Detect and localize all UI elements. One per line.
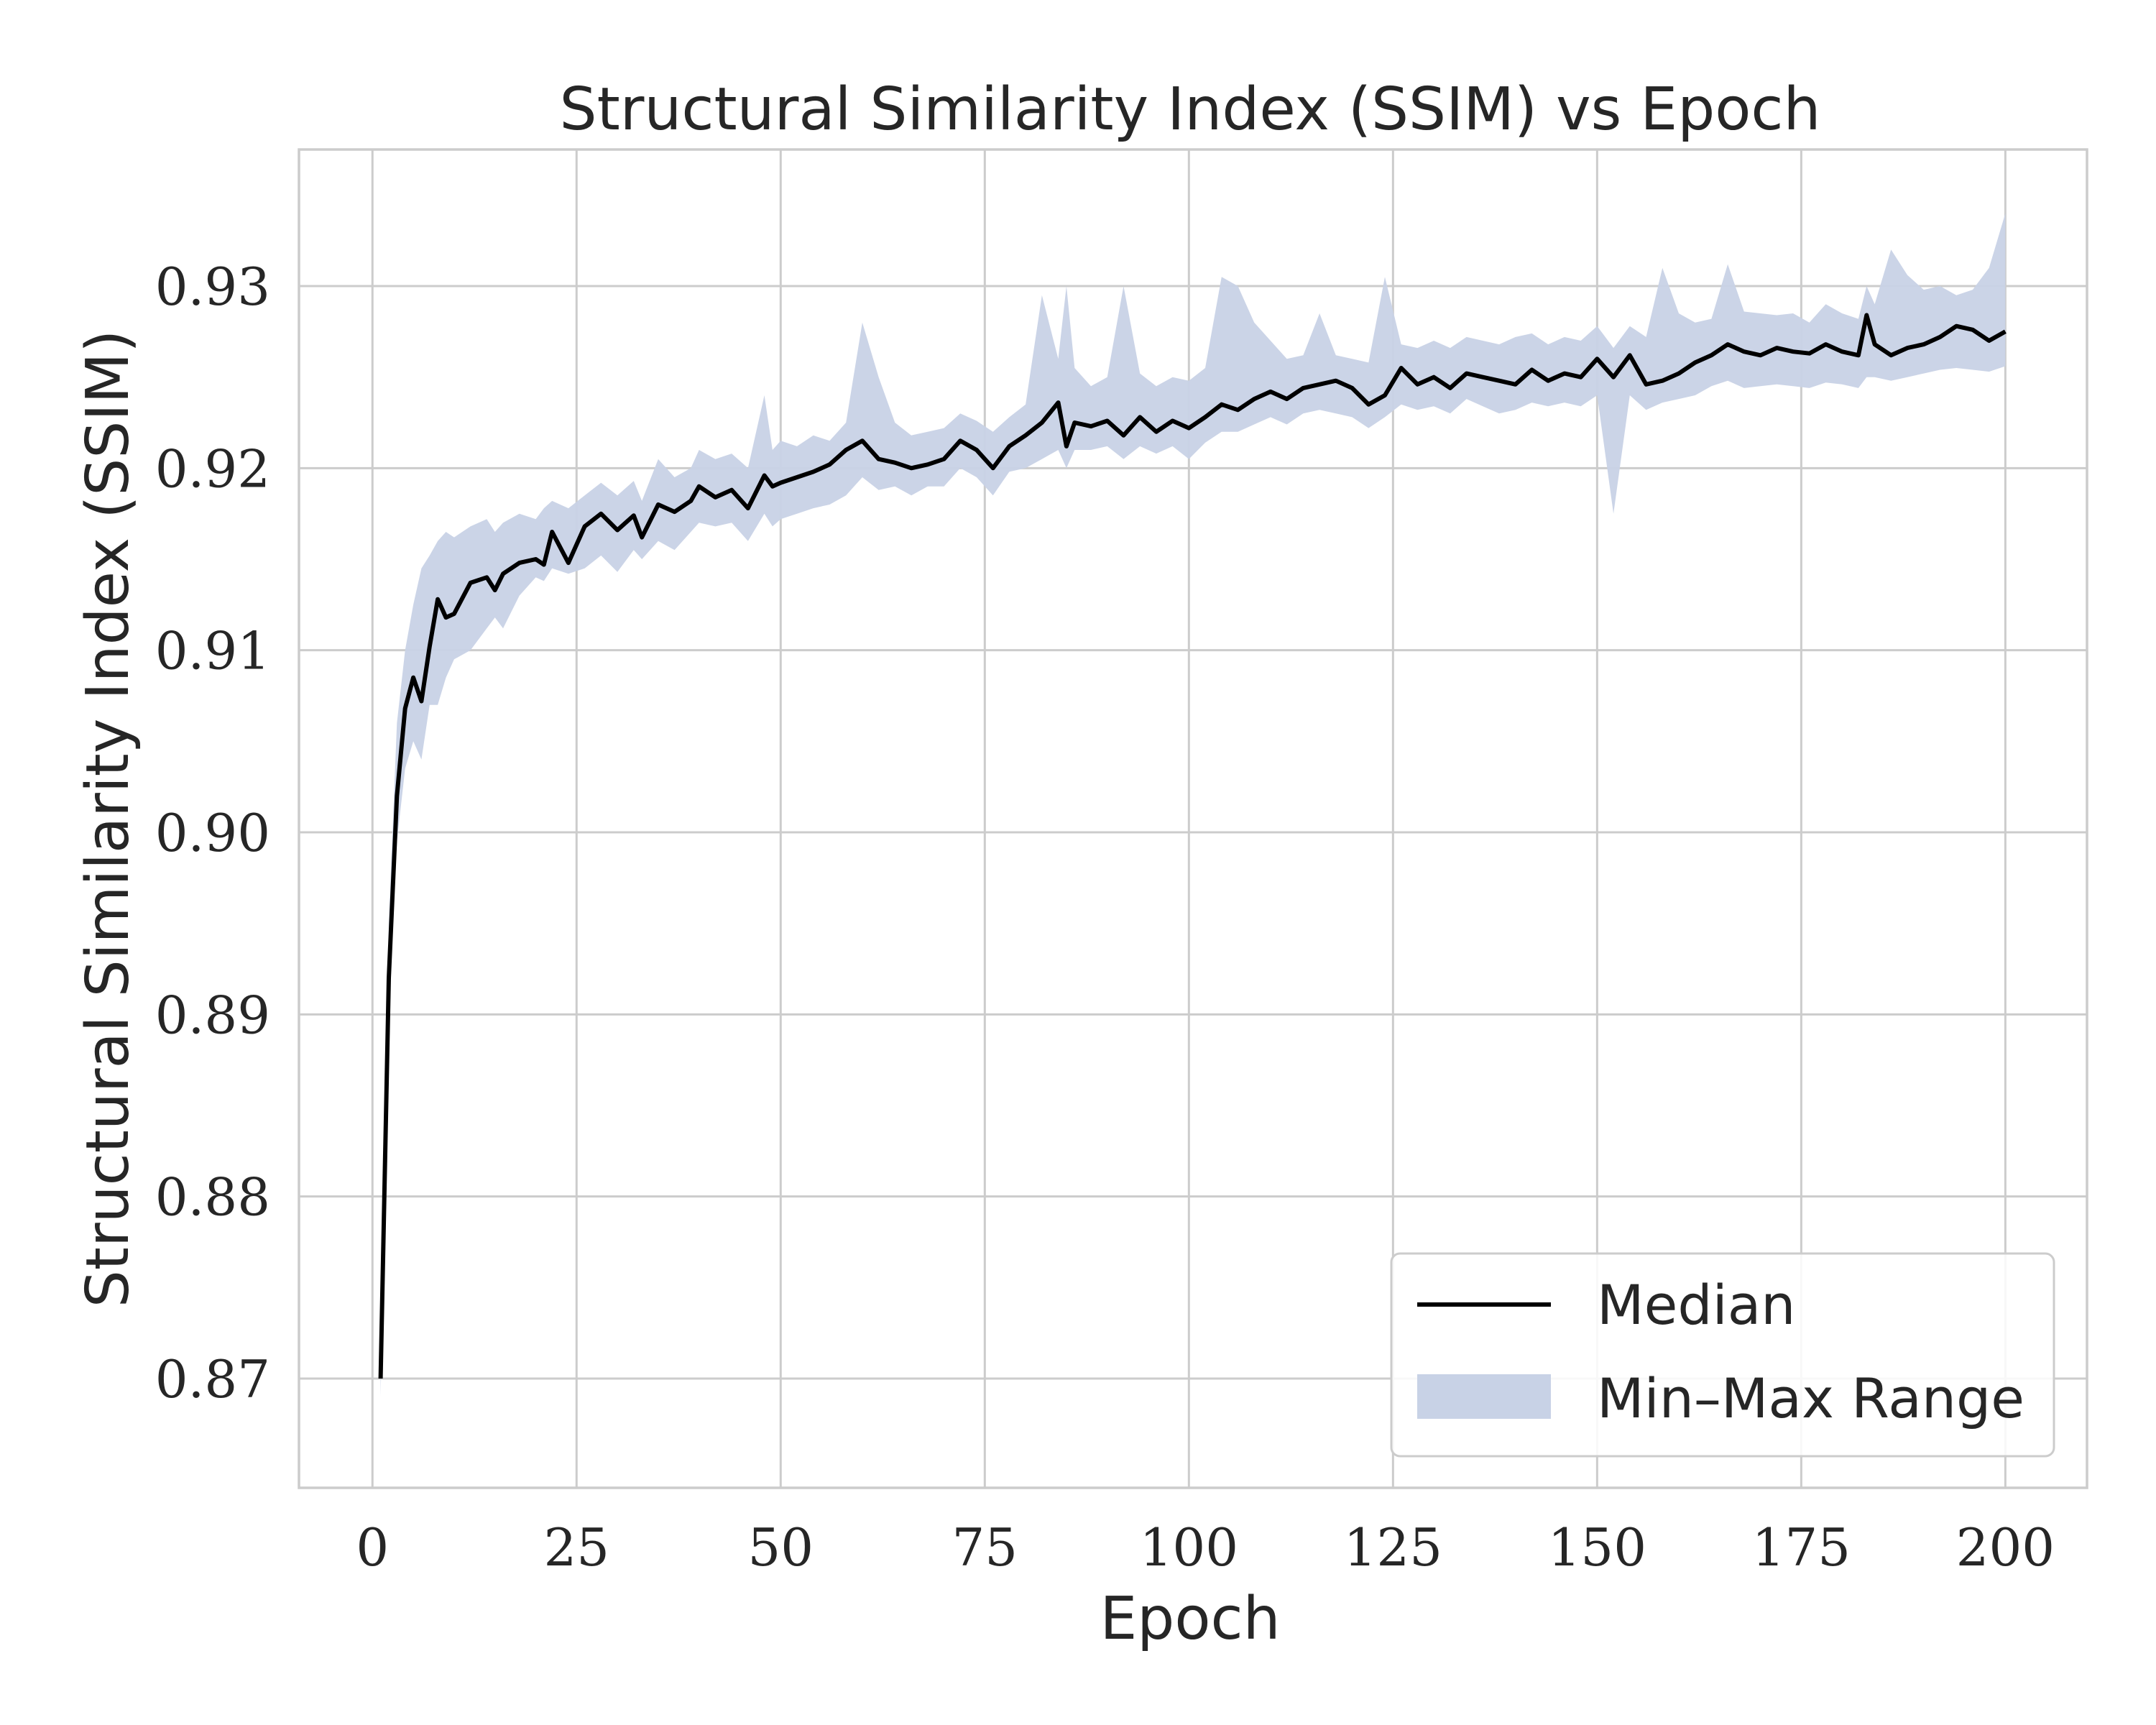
x-tick-label: 175	[1752, 1517, 1851, 1578]
y-tick-label: 0.88	[155, 1167, 270, 1228]
min-max-range-area	[380, 213, 2006, 1397]
legend-range-label: Min–Max Range	[1597, 1366, 2024, 1430]
legend-median-label: Median	[1597, 1273, 1795, 1337]
chart-title: Structural Similarity Index (SSIM) vs Ep…	[560, 75, 1821, 144]
legend: Median Min–Max Range	[1390, 1252, 2055, 1458]
x-tick-label: 200	[1956, 1517, 2055, 1578]
min-max-range-band	[380, 213, 2006, 1397]
legend-box	[1390, 1252, 2055, 1458]
plot-frame	[298, 148, 2088, 1489]
x-tick-label: 100	[1140, 1517, 1238, 1578]
x-tick-label: 75	[952, 1517, 1018, 1578]
x-tick-label: 50	[747, 1517, 814, 1578]
y-tick-label: 0.92	[155, 438, 270, 499]
y-tick-label: 0.90	[155, 803, 270, 863]
y-tick-label: 0.89	[155, 985, 270, 1045]
y-tick-labels: 0.87 0.88 0.89 0.90 0.91 0.92 0.93	[155, 257, 270, 1409]
x-axis-label: Epoch	[1100, 1585, 1280, 1653]
legend-range-swatch	[1417, 1374, 1551, 1419]
median-line	[378, 313, 2007, 1379]
median-series-line	[378, 313, 2007, 1379]
x-tick-label: 125	[1344, 1517, 1442, 1578]
x-tick-label: 25	[543, 1517, 609, 1578]
x-tick-label: 0	[356, 1517, 389, 1578]
y-tick-label: 0.93	[155, 257, 270, 317]
x-tick-label: 150	[1548, 1517, 1646, 1578]
y-tick-label: 0.91	[155, 621, 270, 681]
y-tick-label: 0.87	[155, 1349, 270, 1409]
x-tick-labels: 0 25 50 75 100 125 150 175 200	[356, 1517, 2055, 1578]
y-axis-label: Structural Similarity Index (SSIM)	[74, 330, 142, 1308]
